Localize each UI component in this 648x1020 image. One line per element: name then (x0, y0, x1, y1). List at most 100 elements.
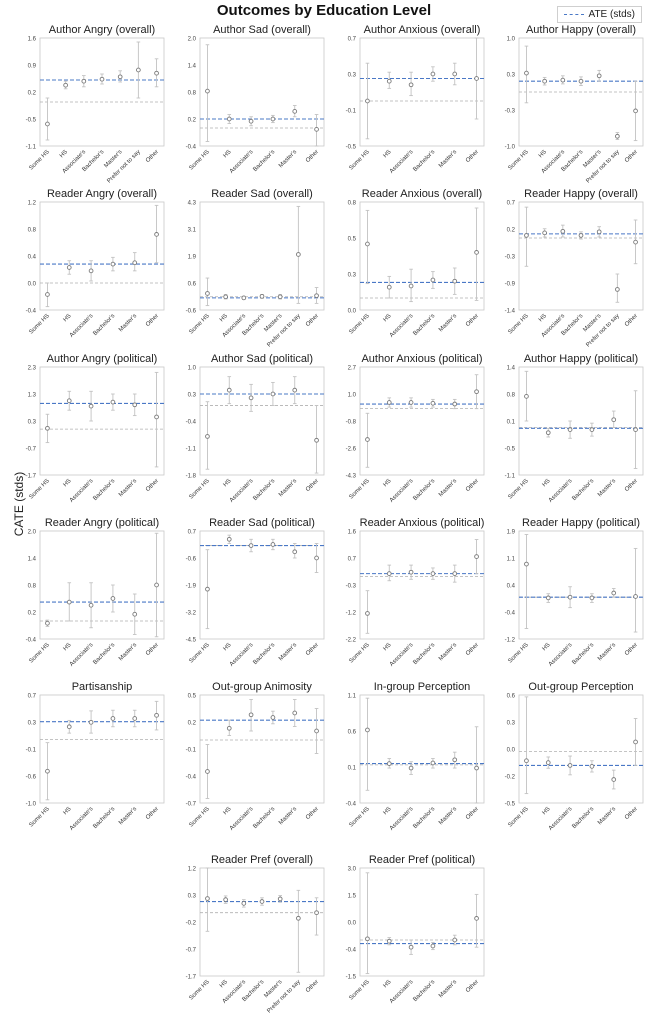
x-tick-label: Master's (438, 642, 458, 662)
data-point (524, 394, 529, 399)
x-tick-label: Bachelor's (92, 313, 116, 337)
y-tick-label: 0.8 (507, 393, 516, 399)
x-tick-label: Master's (278, 478, 298, 498)
y-tick-label: 0.5 (348, 237, 357, 243)
data-point (248, 712, 254, 718)
data-point (110, 596, 116, 601)
data-point (408, 283, 414, 289)
y-tick-label: -1.0 (26, 802, 37, 808)
data-point (430, 571, 436, 576)
data-point (430, 760, 436, 766)
x-tick-label: Master's (118, 478, 138, 498)
panel-title: Reader Pref (political) (369, 854, 475, 866)
data-point (205, 434, 210, 439)
y-tick-label: 1.0 (348, 393, 357, 399)
data-point (365, 98, 370, 104)
x-tick-label: HS (383, 979, 393, 989)
y-tick-label: -0.3 (505, 109, 516, 115)
data-point (560, 77, 566, 83)
data-point (545, 760, 551, 765)
y-tick-label: 0.6 (507, 694, 516, 700)
panel-22: Reader Pref (political) 3.0 1.5 0.0 -0.4 -1.5… (346, 854, 485, 1005)
x-tick-label: HS (542, 642, 552, 652)
data-point (452, 71, 458, 77)
x-tick-label: Some HS (507, 642, 529, 664)
data-point (226, 536, 232, 542)
data-point (611, 590, 617, 596)
panel-16: Reader Happy (political) 1.9 1.1 0.4 -0.4 -1.… (505, 517, 644, 668)
data-point (248, 543, 254, 548)
panel-title: Reader Happy (political) (522, 517, 640, 529)
panel-title: Author Sad (overall) (213, 24, 311, 36)
x-tick-label: Master's (438, 478, 458, 498)
panel-frame (199, 201, 325, 311)
panel-title: Reader Angry (overall) (47, 188, 157, 200)
y-tick-label: -0.8 (346, 420, 357, 426)
data-point (386, 571, 392, 576)
y-tick-label: -3.2 (186, 611, 197, 617)
x-tick-label: Associate's (548, 478, 574, 504)
data-point (452, 937, 458, 943)
y-tick-label: -0.5 (505, 447, 516, 453)
x-tick-label: HS (63, 478, 73, 488)
legend-ate-swatch (563, 14, 584, 15)
panel-title: Reader Angry (political) (45, 517, 159, 529)
data-point (314, 293, 319, 299)
data-point (296, 915, 301, 921)
x-tick-label: Master's (438, 806, 458, 826)
x-tick-label: HS (223, 806, 233, 816)
data-point (136, 67, 141, 73)
x-tick-label: Other (465, 806, 480, 821)
data-point (223, 897, 228, 903)
data-point (365, 727, 370, 733)
x-tick-label: HS (63, 642, 73, 652)
x-tick-label: HS (219, 979, 229, 989)
y-tick-label: -1.1 (505, 474, 516, 480)
data-point (567, 427, 573, 432)
x-tick-label: Prefer not to say (266, 979, 301, 1014)
y-tick-label: -0.1 (186, 748, 197, 754)
x-tick-label: HS (538, 149, 548, 159)
y-tick-label: 0.9 (28, 64, 37, 70)
x-tick-label: Associate's (229, 806, 255, 832)
data-point (524, 561, 529, 567)
x-tick-label: Other (624, 642, 639, 657)
panel-9: Author Angry (political) 2.3 1.3 0.3 -0.7 -1.… (26, 353, 165, 504)
y-tick-label: -0.5 (346, 145, 357, 151)
y-tick-label: 1.0 (188, 366, 197, 372)
data-point (633, 594, 638, 599)
x-tick-label: Master's (597, 806, 617, 826)
y-tick-label: 2.3 (28, 366, 37, 372)
data-point (154, 232, 159, 237)
panel-frame (359, 867, 485, 977)
data-point (386, 761, 392, 766)
data-point (408, 569, 414, 575)
data-point (259, 899, 265, 904)
data-point (292, 710, 298, 716)
x-tick-label: Some HS (348, 313, 370, 335)
data-point (524, 70, 529, 76)
x-tick-label: Master's (438, 979, 458, 999)
x-tick-label: HS (542, 806, 552, 816)
y-tick-label: -0.1 (26, 748, 37, 754)
y-tick-label: 1.9 (507, 530, 516, 536)
y-tick-label: 0.5 (188, 694, 197, 700)
y-tick-label: -2.6 (346, 447, 357, 453)
x-tick-label: Bachelor's (571, 806, 595, 830)
x-tick-label: Other (624, 149, 639, 164)
y-tick-label: -0.2 (186, 921, 197, 927)
y-tick-label: -0.7 (186, 802, 197, 808)
x-tick-label: Associate's (389, 478, 415, 504)
y-tick-label: -1.8 (186, 474, 197, 480)
panel-frame (199, 867, 325, 977)
x-tick-label: Bachelor's (252, 806, 276, 830)
y-tick-label: 0.8 (28, 228, 37, 234)
y-tick-label: 0.3 (348, 273, 357, 279)
data-point (615, 287, 620, 292)
data-point (596, 229, 602, 235)
y-tick-label: 1.2 (28, 201, 37, 207)
y-tick-label: 1.2 (188, 867, 197, 873)
y-tick-label: 1.0 (507, 37, 516, 43)
panel-title: Author Angry (overall) (49, 24, 155, 36)
